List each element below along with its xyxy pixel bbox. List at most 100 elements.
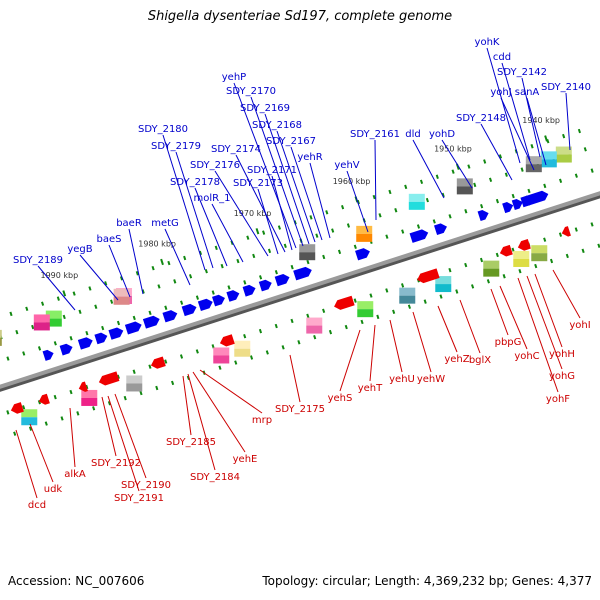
feature-box <box>213 347 230 364</box>
minor-tick <box>132 315 136 321</box>
reverse-gene-label: udk <box>44 484 63 495</box>
forward-label-leader <box>271 175 293 251</box>
feature-box-bottom <box>483 268 500 277</box>
minor-tick <box>407 304 411 309</box>
minor-tick <box>558 232 563 237</box>
minor-tick <box>467 164 471 169</box>
minor-tick <box>583 147 587 152</box>
forward-gene-label: SDY_2169 <box>240 103 290 114</box>
reverse-gene-label: SDY_2175 <box>275 404 325 415</box>
minor-tick <box>180 300 184 305</box>
minor-tick <box>211 344 215 349</box>
feature-box-bottom <box>33 322 50 331</box>
reverse-label-leader <box>437 305 458 353</box>
forward-gene-arrow <box>355 248 370 261</box>
feature-box-bottom <box>113 296 130 305</box>
reverse-gene-label: pbpG <box>495 337 522 348</box>
minor-tick <box>394 208 398 213</box>
minor-tick <box>527 188 531 194</box>
kbp-tick-label: 1950 kbp <box>434 145 472 154</box>
minor-tick <box>534 263 538 269</box>
forward-gene-arrow <box>511 198 523 211</box>
minor-tick <box>265 350 269 355</box>
feature-box-top <box>234 340 251 349</box>
reverse-gene-label: SDY_2184 <box>190 472 240 483</box>
minor-tick <box>281 345 285 350</box>
minor-tick <box>9 311 13 317</box>
minor-tick <box>258 328 263 334</box>
forward-label-leader <box>374 139 377 221</box>
forward-label-leader <box>128 228 144 295</box>
reverse-label-leader <box>499 285 528 350</box>
minor-tick <box>385 288 389 293</box>
feature-box-top <box>113 288 130 297</box>
minor-tick <box>262 230 266 235</box>
kbp-tick-label: 1970 kbp <box>234 209 272 218</box>
reverse-label-leader <box>15 429 38 499</box>
feature-box-bottom <box>0 337 2 346</box>
minor-tick <box>173 279 177 284</box>
feature-box-top <box>356 225 373 234</box>
feature-box-top <box>408 193 425 202</box>
minor-tick <box>479 257 484 263</box>
minor-tick <box>283 243 287 249</box>
forward-gene-label: SDY_2161 <box>350 129 400 140</box>
minor-tick <box>325 210 329 215</box>
minor-tick <box>62 314 66 320</box>
minor-tick <box>464 209 468 214</box>
forward-gene-arrow <box>242 284 256 297</box>
forward-gene-label: sanA <box>515 87 540 98</box>
kbp-ticks: 1940 kbp 1950 kbp 1960 kbp 1970 kbp 1980 kbp… <box>40 116 560 297</box>
minor-tick <box>471 284 475 289</box>
minor-tick <box>171 380 175 386</box>
feature-box <box>357 301 374 318</box>
minor-tick <box>346 223 351 228</box>
minor-tick <box>267 248 272 254</box>
minor-tick <box>69 389 73 395</box>
minor-tick <box>504 172 508 177</box>
minor-tick <box>328 329 333 335</box>
minor-tick <box>148 310 152 316</box>
forward-label-leader <box>235 154 286 253</box>
minor-tick <box>574 227 578 232</box>
feature-box-bottom <box>399 295 416 304</box>
minor-tick <box>344 324 348 330</box>
forward-gene-label: SDY_2178 <box>170 177 220 188</box>
minor-tick <box>562 133 566 139</box>
feature-box-bottom <box>456 186 473 195</box>
feature-box-bottom <box>81 397 98 406</box>
minor-tick <box>290 318 294 324</box>
reverse-label-leader <box>107 395 140 492</box>
minor-tick <box>511 193 515 199</box>
feature-box <box>0 329 2 346</box>
minor-tick <box>369 293 373 298</box>
minor-tick <box>341 205 345 210</box>
reverse-gene-label: yehT <box>358 383 383 394</box>
reverse-label-leader <box>192 371 246 453</box>
minor-tick <box>425 197 429 203</box>
forward-gene-arrow <box>181 303 197 317</box>
minor-tick <box>76 411 80 416</box>
minor-tick <box>313 334 317 340</box>
minor-tick <box>543 237 547 242</box>
feature-box <box>21 409 38 426</box>
feature-box <box>81 389 98 406</box>
forward-label-leader <box>500 97 535 171</box>
feature-box-bottom <box>525 164 542 173</box>
minor-tick <box>360 319 364 325</box>
reverse-gene-arrow <box>561 226 571 237</box>
feature-box <box>306 317 323 334</box>
minor-tick <box>157 284 161 289</box>
feature-box-bottom <box>306 325 323 334</box>
forward-gene-label: SDY_2140 <box>541 82 591 93</box>
feature-box-top <box>299 244 316 253</box>
forward-gene-label: baeS <box>97 234 122 245</box>
forward-label-leader <box>276 130 316 243</box>
minor-tick <box>337 249 342 255</box>
minor-tick <box>464 262 468 268</box>
kbp-tick-mark <box>62 290 67 297</box>
reverse-label-leader <box>114 393 147 479</box>
reverse-gene-arrow <box>150 356 166 369</box>
